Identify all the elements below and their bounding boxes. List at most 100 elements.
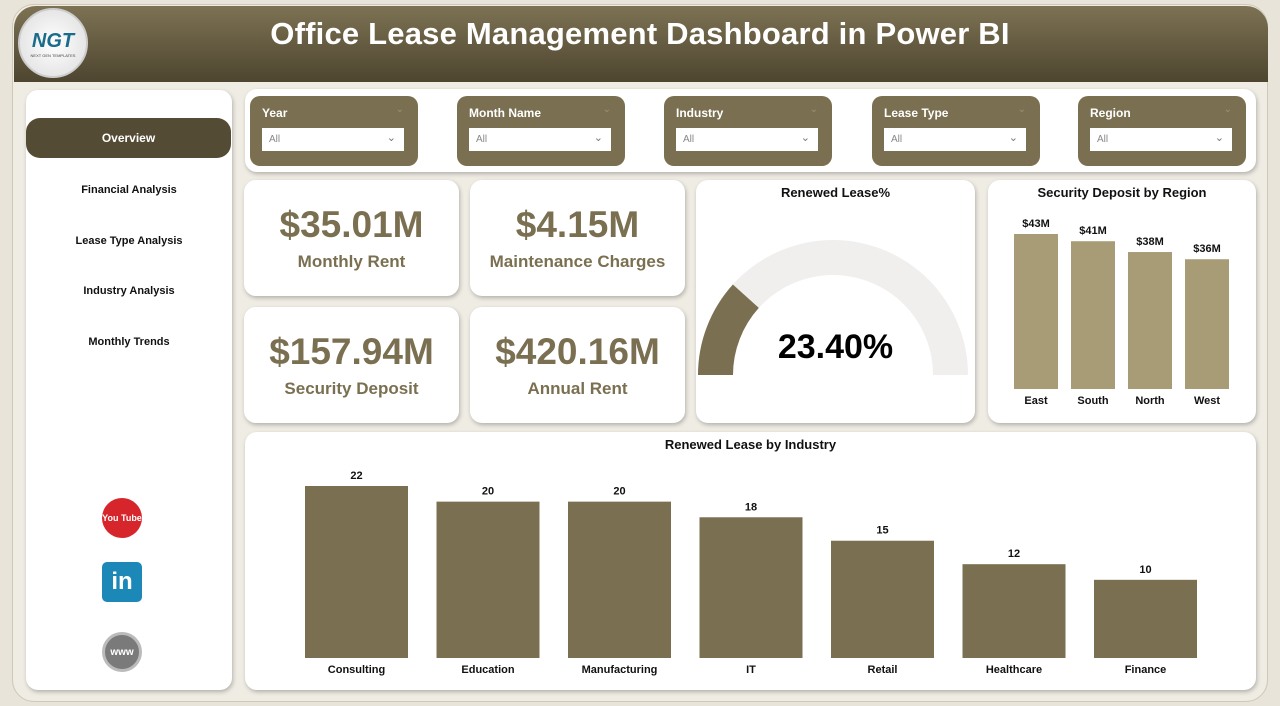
nav-financial-analysis[interactable]: Financial Analysis (81, 184, 177, 196)
gauge-value: 23.40% (777, 328, 894, 366)
chart-title: Security Deposit by Region (1037, 185, 1207, 200)
header-bar (14, 6, 1268, 82)
category-label: IT (746, 664, 756, 676)
kpi-maintenance-charges: $4.15M Maintenance Charges (470, 180, 685, 296)
bar-consulting (305, 486, 408, 658)
kpi-annual-rent: $420.16M Annual Rent (470, 307, 685, 423)
category-label: South (1077, 395, 1108, 407)
chevron-down-icon[interactable]: ⌄ (602, 104, 611, 115)
kpi-label: Annual Rent (527, 379, 628, 398)
chevron-down-icon: ⌄ (800, 132, 810, 144)
kpi-monthly-rent: $35.01M Monthly Rent (244, 180, 459, 296)
chevron-down-icon[interactable]: ⌄ (809, 104, 818, 115)
bar-south (1071, 241, 1115, 389)
nav-lease-type-analysis[interactable]: Lease Type Analysis (75, 235, 183, 247)
security-deposit-by-region-card: Security Deposit by Region $43M East $41M S… (988, 180, 1256, 423)
data-label: 18 (745, 501, 757, 513)
chart-title: Renewed Lease% (780, 185, 891, 200)
data-label: $36M (1193, 243, 1221, 255)
gauge-chart (698, 240, 968, 375)
data-label: 22 (350, 470, 362, 482)
filter-value: All (891, 134, 903, 145)
bar-retail (831, 540, 934, 658)
chevron-down-icon: ⌄ (386, 132, 396, 144)
nav-overview[interactable]: Overview (26, 118, 231, 158)
data-label: $38M (1136, 236, 1164, 248)
data-label: 20 (482, 486, 494, 498)
youtube-icon[interactable]: You Tube (102, 498, 142, 538)
bar-finance (1094, 579, 1197, 658)
filter-value: All (476, 134, 488, 145)
category-label: North (1135, 395, 1165, 407)
filter-label: Month Name (469, 106, 541, 120)
data-label: 15 (876, 525, 888, 537)
renewed-lease-by-industry-card: Renewed Lease by Industry 22 Consulting 20… (245, 432, 1256, 690)
filter-value: All (683, 134, 695, 145)
category-label: Manufacturing (582, 664, 658, 676)
data-label: 12 (1008, 548, 1020, 560)
gauge-fill (698, 284, 759, 375)
category-label: West (1194, 395, 1220, 407)
filter-dropdown[interactable]: All ⌄ (262, 128, 404, 151)
filter-dropdown[interactable]: All ⌄ (1090, 128, 1232, 151)
filter-industry: Industry ⌄ All ⌄ (664, 96, 832, 166)
data-label: 10 (1139, 564, 1151, 576)
bar-west (1185, 259, 1229, 389)
logo-subtext: NEXT GEN TEMPLATES (30, 53, 76, 58)
website-globe-icon[interactable]: www (102, 632, 142, 672)
category-label: Consulting (328, 664, 385, 676)
chevron-down-icon[interactable]: ⌄ (395, 104, 404, 115)
filter-value: All (269, 134, 281, 145)
bar-north (1128, 252, 1172, 389)
kpi-label: Security Deposit (284, 379, 419, 398)
chevron-down-icon: ⌄ (1214, 132, 1224, 144)
kpi-security-deposit: $157.94M Security Deposit (244, 307, 459, 423)
chevron-down-icon[interactable]: ⌄ (1017, 104, 1026, 115)
linkedin-icon[interactable]: in (102, 562, 142, 602)
nav-industry-analysis[interactable]: Industry Analysis (83, 285, 175, 297)
category-label: East (1024, 395, 1048, 407)
filter-dropdown[interactable]: All ⌄ (884, 128, 1026, 151)
filter-label: Lease Type (884, 106, 949, 120)
region-bar-chart: $43M East $41M South $38M North $36M West (1014, 218, 1229, 407)
bar-east (1014, 234, 1058, 389)
category-label: Healthcare (986, 664, 1042, 676)
bar-education (436, 501, 540, 658)
bar-manufacturing (568, 501, 671, 658)
filter-month-name: Month Name ⌄ All ⌄ (457, 96, 625, 166)
gauge-track (698, 240, 968, 375)
kpi-label: Monthly Rent (297, 252, 406, 271)
nav-monthly-trends[interactable]: Monthly Trends (88, 336, 170, 348)
industry-bar-chart: 22 Consulting 20 Education 20 Manufacturing 18… (305, 470, 1197, 676)
filter-dropdown[interactable]: All ⌄ (469, 128, 611, 151)
filter-label: Year (262, 106, 288, 120)
category-label: Retail (868, 664, 898, 676)
chevron-down-icon: ⌄ (1008, 132, 1018, 144)
filter-label: Region (1090, 106, 1131, 120)
filter-value: All (1097, 134, 1109, 145)
filter-lease-type: Lease Type ⌄ All ⌄ (872, 96, 1040, 166)
data-label: 20 (613, 486, 625, 498)
kpi-value: $4.15M (515, 204, 640, 245)
bar-healthcare (962, 564, 1066, 658)
ngt-logo: NGT NEXT GEN TEMPLATES (18, 8, 88, 78)
kpi-value: $157.94M (269, 331, 434, 372)
chevron-down-icon[interactable]: ⌄ (1223, 104, 1232, 115)
kpi-label: Maintenance Charges (489, 252, 666, 271)
chart-title: Renewed Lease by Industry (664, 437, 837, 452)
category-label: Finance (1125, 664, 1167, 676)
kpi-value: $35.01M (279, 204, 424, 245)
data-label: $41M (1079, 225, 1107, 237)
filter-region: Region ⌄ All ⌄ (1078, 96, 1246, 166)
page-title: Office Lease Management Dashboard in Pow… (270, 16, 1010, 51)
kpi-value: $420.16M (495, 331, 660, 372)
chevron-down-icon: ⌄ (593, 132, 603, 144)
filter-label: Industry (676, 106, 724, 120)
renewed-lease-gauge-card: Renewed Lease% 23.40% (696, 180, 975, 423)
logo-text: NGT (31, 30, 75, 52)
category-label: Education (461, 664, 514, 676)
data-label: $43M (1022, 218, 1050, 230)
sidebar: Overview Financial Analysis Lease Type A… (26, 90, 232, 690)
filter-dropdown[interactable]: All ⌄ (676, 128, 818, 151)
bar-it (699, 517, 803, 658)
